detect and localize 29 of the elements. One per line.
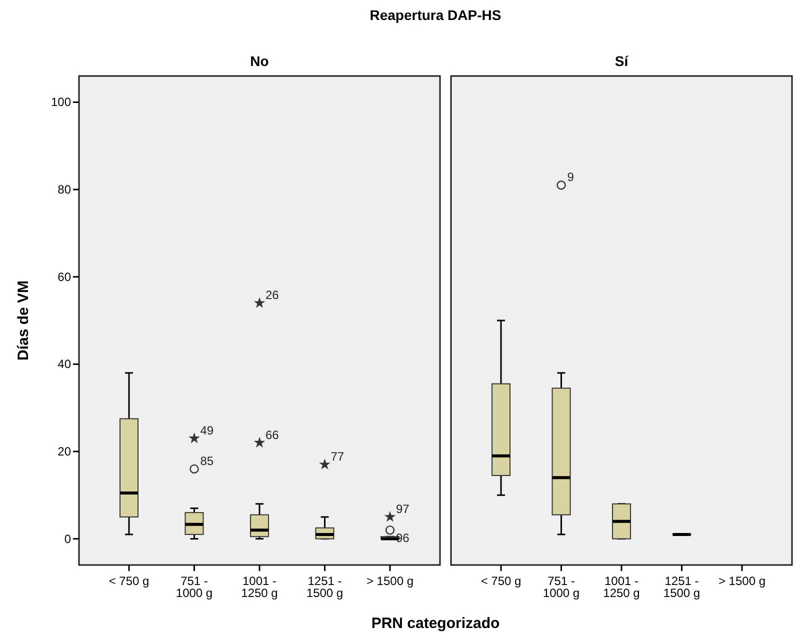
annotation: 26 (266, 288, 280, 302)
x-axis-title: PRN categorizado (371, 615, 500, 632)
annotation: 85 (200, 454, 214, 468)
y-tick-label: 0 (64, 532, 72, 546)
y-tick-label: 20 (58, 444, 72, 458)
x-tick-label: < 750 g (108, 574, 150, 588)
chart-subtitle: No (250, 53, 269, 69)
x-tick-label: 1251 - 1500 g (663, 574, 700, 600)
y-tick-label: 60 (58, 270, 72, 284)
x-tick-label: 1001 - 1250 g (241, 574, 278, 600)
y-axis-title: Días de VM (15, 280, 32, 361)
x-tick-label: > 1500 g (718, 574, 766, 588)
x-tick-label: 1001 - 1250 g (603, 574, 640, 600)
annotation: 66 (266, 428, 280, 442)
y-tick-label: 40 (58, 357, 72, 372)
x-tick-label: 751 - 1000 g (542, 574, 580, 600)
y-tick-label: 80 (58, 182, 72, 197)
x-tick-label: 1251 - 1500 g (306, 574, 344, 600)
annotation: 77 (330, 450, 344, 464)
chart-title: Reapertura DAP-HS (370, 7, 502, 23)
chart-subtitle: Sí (614, 53, 630, 69)
annotation: 97 (396, 502, 410, 516)
x-tick-label: < 750 g (480, 574, 522, 588)
annotation: 96 (396, 531, 410, 546)
x-tick-label: 751 - 1000 g (176, 574, 213, 600)
y-tick-label: 100 (50, 95, 72, 110)
x-tick-label: > 1500 g (366, 574, 414, 588)
annotation: 9 (567, 170, 574, 184)
annotation: 49 (200, 423, 214, 438)
